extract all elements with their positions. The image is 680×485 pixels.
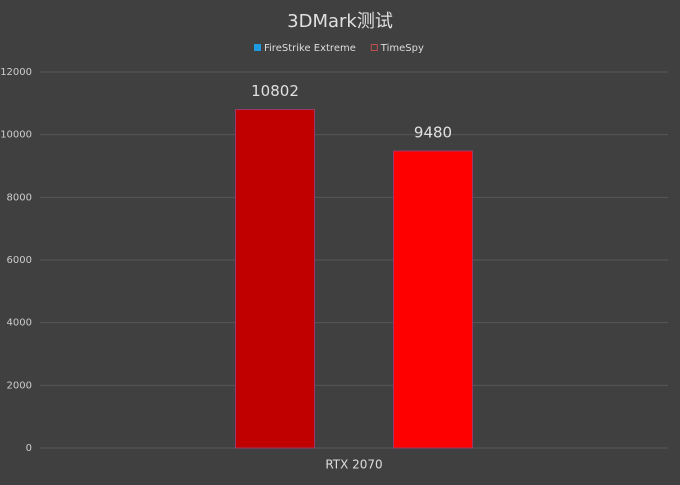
legend-marker: [254, 44, 261, 51]
data-label: 9480: [414, 123, 452, 141]
y-tick-label: 4000: [7, 318, 32, 329]
y-tick-label: 8000: [7, 192, 32, 203]
y-tick-label: 12000: [0, 67, 32, 78]
y-tick-label: 10000: [0, 130, 32, 141]
bar: [235, 109, 315, 449]
y-tick-label: 2000: [7, 380, 32, 391]
y-tick-label: 0: [26, 443, 32, 454]
x-tick-label: RTX 2070: [325, 458, 382, 472]
legend-marker: [370, 44, 378, 51]
legend-label: TimeSpy: [380, 43, 424, 54]
bar: [393, 150, 473, 449]
data-label: 10802: [251, 82, 299, 100]
legend-label: FireStrike Extreme: [264, 43, 356, 54]
chart-title: 3DMark测试: [287, 11, 393, 32]
y-tick-label: 6000: [7, 255, 32, 266]
